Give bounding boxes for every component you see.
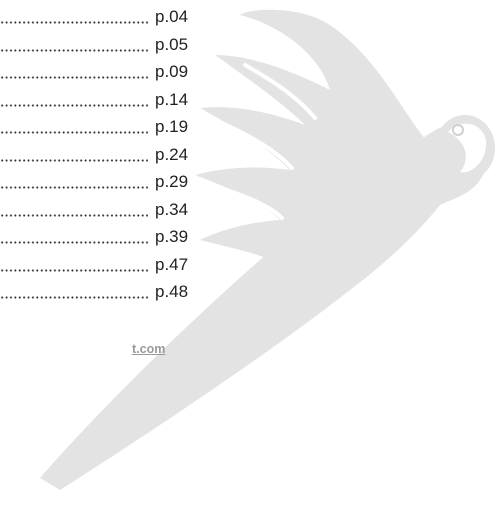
dot-leader: [0, 131, 148, 134]
toc-entry[interactable]: p.34: [0, 197, 230, 223]
page-number: p.47: [155, 252, 188, 278]
page-number: p.04: [155, 4, 188, 30]
page-number: p.29: [155, 169, 188, 195]
page-number: p.48: [155, 279, 188, 305]
dot-leader: [0, 241, 148, 244]
toc-entry[interactable]: p.29: [0, 169, 230, 195]
dot-leader: [0, 269, 148, 272]
toc-entry[interactable]: p.19: [0, 114, 230, 140]
website-link[interactable]: t.com: [132, 342, 165, 356]
dot-leader: [0, 159, 148, 162]
toc-entry[interactable]: p.39: [0, 224, 230, 250]
page-number: p.09: [155, 59, 188, 85]
toc-entry[interactable]: p.48: [0, 279, 230, 305]
page-number: p.39: [155, 224, 188, 250]
page-number: p.24: [155, 142, 188, 168]
dot-leader: [0, 214, 148, 217]
page-number: p.14: [155, 87, 188, 113]
dot-leader: [0, 296, 148, 299]
page-number: p.19: [155, 114, 188, 140]
toc-entry[interactable]: p.24: [0, 142, 230, 168]
dot-leader: [0, 21, 148, 24]
dot-leader: [0, 76, 148, 79]
page-number: p.05: [155, 32, 188, 58]
dot-leader: [0, 186, 148, 189]
page-number: p.34: [155, 197, 188, 223]
page: p.04p.05p.09p.14p.19p.24p.29p.34p.39p.47…: [0, 0, 498, 505]
dot-leader: [0, 49, 148, 52]
dot-leader: [0, 104, 148, 107]
toc-entry[interactable]: p.05: [0, 32, 230, 58]
toc-entry[interactable]: p.47: [0, 252, 230, 278]
toc-entry[interactable]: p.14: [0, 87, 230, 113]
toc-entry[interactable]: p.04: [0, 4, 230, 30]
toc-entry[interactable]: p.09: [0, 59, 230, 85]
